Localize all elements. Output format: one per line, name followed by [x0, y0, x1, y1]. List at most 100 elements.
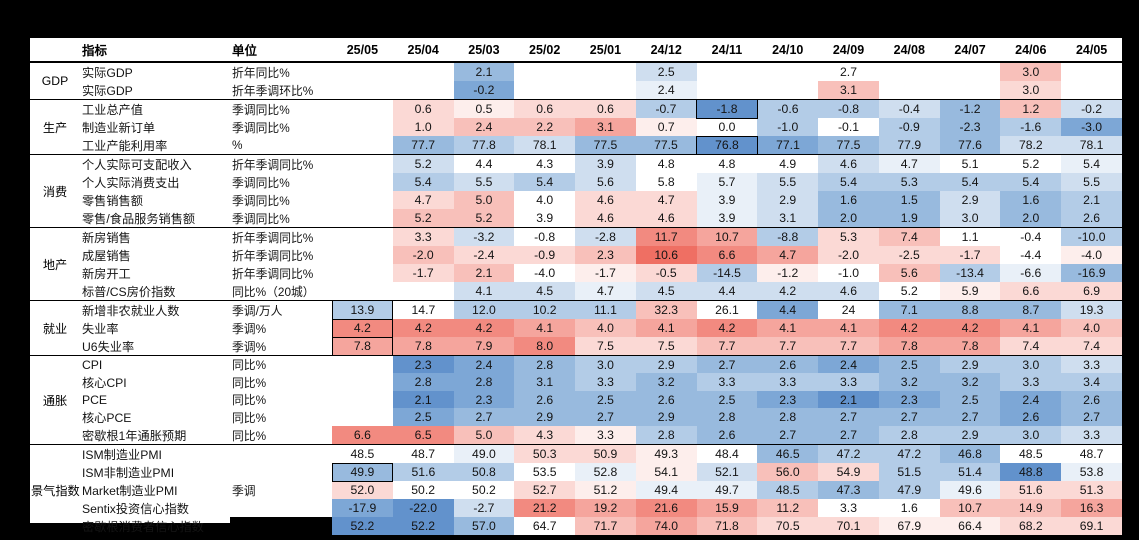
data-cell: 5.4	[1000, 173, 1062, 191]
data-cell: 4.3	[514, 154, 576, 173]
data-cell: 67.9	[878, 517, 940, 536]
data-cell: 48.4	[696, 444, 758, 463]
data-cell: 78.1	[514, 136, 576, 155]
data-cell: 6.9	[1061, 282, 1122, 301]
data-cell: -6.6	[1000, 264, 1062, 282]
month-column-header: 24/10	[757, 37, 819, 63]
data-cell: 2.5	[939, 391, 1001, 408]
table-row: 景气指数 ISM制造业PMI 48.5 48.7 49.0 50.3 50.9 49.3 48.…	[30, 444, 1122, 536]
data-cell: 5.4	[939, 173, 1001, 191]
data-cell: 4.1	[818, 319, 879, 337]
data-cell: 64.7	[514, 517, 576, 536]
month-column-header: 25/03	[453, 37, 515, 63]
indicator-heatmap-sheet: 指标 单位 25/05 25/04 25/03 25/02 25/01 24/12 24/1…	[30, 37, 1122, 537]
data-cell	[392, 61, 454, 81]
data-cell: 11.1	[575, 300, 636, 319]
unit-label: %	[232, 138, 243, 152]
data-cell: 4.2	[878, 319, 940, 337]
data-cell: 3.3	[392, 227, 454, 246]
data-cell: 4.6	[818, 282, 879, 301]
data-cell: 4.4	[696, 282, 758, 301]
data-cell: 3.2	[635, 373, 697, 391]
table-row: Sentix投资信心指数 -17.9 -22.0 -2.7 21.2 19.2 21.6 15…	[30, 499, 1122, 517]
data-cell: 4.0	[575, 319, 636, 337]
data-cell: 5.4	[514, 173, 576, 191]
data-cell: 4.7	[635, 191, 697, 209]
table-row: 消费 个人实际可支配收入 折年季调同比% 5.2 4.4 4.3 3.9 4.8 4.8 4.9 4…	[30, 154, 1122, 228]
table-row: 密歇根消费者信心指数 52.2 52.2 57.0 64.7 71.7 74.0 71.8 70…	[30, 517, 1122, 536]
data-cell	[393, 81, 454, 100]
data-cell: 49.4	[635, 481, 697, 499]
data-cell: -1.0	[757, 118, 819, 136]
data-cell: 52.7	[514, 481, 576, 499]
table-row: 地产 新房销售 折年季调同比% 3.3 -3.2 -0.8 -2.8 11.7 10.7 -8.8…	[30, 227, 1122, 301]
data-cell	[939, 61, 1001, 81]
data-cell	[940, 81, 1001, 100]
data-cell	[332, 282, 393, 301]
data-cell: 3.3	[818, 373, 879, 391]
data-cell	[575, 61, 636, 81]
data-cell: 48.5	[1000, 444, 1062, 463]
table-row: 制造业新订单 季调同比% 1.0 2.4 2.2 3.1 0.7 0.0 -1.0 -0.1 -0.…	[30, 118, 1122, 136]
data-cell: 5.6	[878, 264, 940, 282]
data-cell	[332, 246, 393, 264]
data-cell: 3.0	[1000, 81, 1062, 100]
data-cell: 77.8	[453, 136, 515, 155]
data-cell: 0.5	[453, 99, 515, 118]
data-cell: 2.9	[514, 408, 576, 426]
data-cell: 49.0	[453, 444, 515, 463]
data-cell: -4.0	[514, 264, 576, 282]
indicator-label: 标普/CS房价指数	[82, 285, 176, 299]
data-cell: 1.2	[1000, 99, 1062, 118]
data-cell: 5.6	[575, 173, 636, 191]
data-cell: 2.9	[939, 191, 1001, 209]
data-cell: 4.2	[939, 319, 1001, 337]
data-cell: 5.2	[392, 209, 454, 228]
data-cell: 2.8	[392, 373, 454, 391]
data-cell: 5.4	[392, 173, 454, 191]
data-cell: 5.9	[939, 282, 1001, 301]
data-cell: 51.6	[1000, 481, 1062, 499]
data-cell: 2.3	[392, 355, 454, 373]
table-row: 通胀 CPI 同比% 2.3 2.4 2.8 3.0 2.9 2.7 2.6 2.4 2.5 2.9 3.…	[30, 355, 1122, 445]
data-cell: 3.9	[514, 209, 576, 228]
data-cell: 4.6	[575, 191, 636, 209]
data-cell: 1.6	[1000, 191, 1062, 209]
data-cell: 2.6	[1061, 209, 1122, 228]
data-cell: -22.0	[392, 499, 454, 517]
data-cell: -0.7	[635, 99, 697, 118]
data-cell: 6.6	[696, 246, 758, 264]
data-cell: 77.5	[575, 136, 636, 155]
data-cell: 24	[818, 300, 879, 319]
data-cell: -13.4	[939, 264, 1001, 282]
data-cell: 54.1	[635, 463, 697, 481]
indicator-label: 成屋销售	[82, 249, 131, 263]
data-cell: 70.5	[757, 517, 819, 536]
data-cell	[332, 173, 393, 191]
group-label: 生产	[30, 99, 80, 155]
data-cell: 1.9	[878, 209, 940, 228]
data-cell: 76.8	[696, 135, 758, 155]
data-cell: 77.6	[939, 136, 1001, 155]
indicator-label: 零售/食品服务销售额	[82, 212, 196, 226]
data-cell: 4.0	[514, 191, 576, 209]
table-row: 实际GDP 折年季调环比% -0.2 2.4 3.1 3.0	[30, 81, 1122, 100]
data-cell: 5.4	[1061, 154, 1122, 173]
data-cell: 5.0	[453, 426, 515, 445]
data-cell: 4.5	[514, 282, 576, 301]
data-cell: 68.2	[1000, 517, 1062, 536]
data-cell: 3.0	[1000, 426, 1062, 445]
data-cell: 52.8	[575, 463, 636, 481]
data-cell: 4.1	[514, 319, 576, 337]
data-cell: 4.3	[514, 426, 576, 445]
data-cell: 51.3	[1061, 481, 1122, 499]
data-cell: 2.1	[453, 61, 515, 81]
group-column-header	[30, 37, 80, 63]
data-cell: 47.2	[878, 444, 940, 463]
table-body: GDP 实际GDP 折年同比% 2.1 2.5 2.7 3.0 实际GDP 折年季调环比% -0.…	[30, 61, 1122, 536]
data-cell: 2.4	[635, 81, 697, 100]
unit-label	[230, 463, 332, 481]
blacked-out-cell	[230, 517, 332, 536]
data-cell: 2.6	[635, 391, 697, 408]
data-cell: 10.7	[939, 499, 1001, 517]
